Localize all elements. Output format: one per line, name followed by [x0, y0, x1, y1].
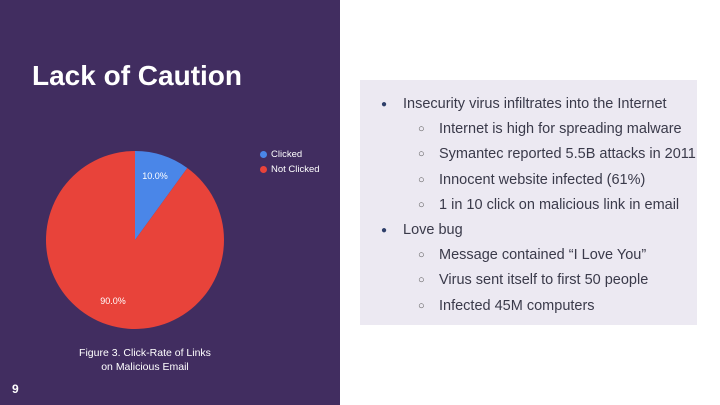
legend-item-not-clicked: Not Clicked — [260, 164, 320, 175]
bullet-item: ● Love bug — [381, 222, 463, 238]
data-label: 90.0% — [100, 296, 126, 306]
bullet-marker: ○ — [418, 173, 425, 186]
bullet-marker: ○ — [418, 148, 425, 161]
bullet-text: Love bug — [403, 222, 463, 238]
slide-title: Lack of Caution — [32, 60, 243, 91]
bullet-marker: ○ — [418, 274, 425, 287]
caption-line: on Malicious Email — [101, 361, 189, 373]
bullet-marker: ○ — [418, 123, 425, 136]
page-number: 9 — [12, 382, 19, 396]
pie-chart: 10.0% 90.0% — [45, 151, 224, 330]
bullet-item: ○ Symantec reported 5.5B attacks in 2011 — [418, 146, 696, 163]
pie-slice-not-clicked — [45, 151, 224, 330]
bullet-text: Innocent website infected (61%) — [439, 171, 646, 188]
bullet-text: 1 in 10 click on malicious link in email — [439, 196, 680, 213]
bullet-marker: ○ — [418, 299, 425, 312]
legend-swatch — [260, 165, 267, 173]
pie-slice-clicked — [135, 151, 188, 240]
bullet-text: Symantec reported 5.5B attacks in 2011 — [439, 146, 696, 163]
bullet-marker: ○ — [418, 249, 425, 262]
figure-caption: Figure 3. Click-Rate of Links on Maliciou… — [60, 346, 230, 374]
legend-item-clicked: Clicked — [260, 149, 302, 160]
legend-swatch — [260, 150, 267, 158]
bullet-marker: ○ — [418, 198, 425, 211]
bullet-item: ○ 1 in 10 click on malicious link in emai… — [418, 196, 680, 213]
bullet-marker: ● — [381, 99, 388, 110]
bullet-text: Message contained “I Love You” — [439, 247, 647, 264]
bullet-item: ○ Internet is high for spreading malware — [418, 121, 682, 138]
bullet-item: ○ Infected 45M computers — [418, 297, 595, 314]
caption-line: Figure 3. Click-Rate of Links — [79, 347, 211, 359]
bullet-item: ○ Message contained “I Love You” — [418, 247, 647, 264]
bullet-text: Insecurity virus infiltrates into the In… — [403, 96, 667, 112]
bullet-text: Virus sent itself to first 50 people — [439, 272, 649, 289]
legend-label: Clicked — [271, 149, 303, 160]
bullet-box — [360, 80, 697, 325]
bullet-marker: ● — [381, 225, 388, 236]
bullet-text: Infected 45M computers — [439, 297, 595, 314]
bullet-item: ○ Innocent website infected (61%) — [418, 171, 646, 188]
bullet-item: ○ Virus sent itself to first 50 people — [418, 272, 649, 289]
legend-label: Not Clicked — [271, 164, 320, 175]
bullet-text: Internet is high for spreading malware — [439, 121, 682, 138]
data-label: 10.0% — [142, 171, 168, 181]
bullet-item: ● Insecurity virus infiltrates into the I… — [381, 96, 667, 112]
